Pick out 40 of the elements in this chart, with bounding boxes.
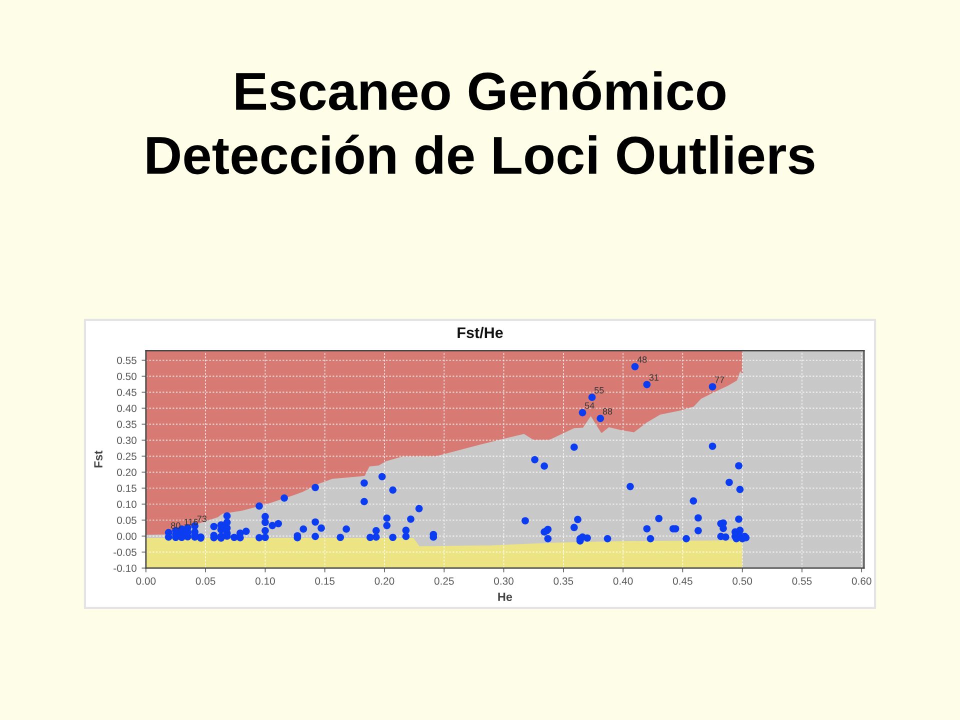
- y-tick-label: 0.20: [117, 468, 136, 476]
- x-tick-label: 0.60: [852, 577, 872, 585]
- y-tick-label: 0.45: [117, 388, 136, 396]
- x-tick-label: 0.10: [255, 577, 275, 585]
- x-tick-label: 0.20: [374, 577, 394, 585]
- annotation: 88: [602, 408, 612, 415]
- chart-title: Escaneo Genómico Detección de Loci Outliers: [147, 70, 814, 174]
- x-tick-label: 0.30: [494, 577, 514, 585]
- y-tick-label: 0.10: [117, 500, 136, 508]
- x-tick-label: 0.00: [136, 577, 156, 585]
- y-tick-label: -0.05: [114, 548, 136, 556]
- y-tick-label: 0.35: [117, 420, 136, 428]
- annotation: 48: [637, 356, 647, 363]
- y-tick-label: 0.55: [117, 356, 136, 364]
- y-tick-label: 0.05: [117, 516, 136, 524]
- annotation: 31: [649, 374, 659, 381]
- x-axis-title: He: [498, 592, 512, 602]
- annotation: 80: [171, 522, 180, 529]
- y-tick-label: 0.00: [117, 532, 136, 540]
- x-tick-label: 0.45: [672, 577, 692, 585]
- y-tick-label: 0.25: [117, 452, 136, 460]
- y-tick-label: 0.15: [117, 484, 136, 492]
- chart-subtitle: Fst/He: [458, 326, 503, 338]
- x-tick-label: 0.05: [196, 577, 216, 585]
- y-tick-label: 0.50: [117, 372, 136, 380]
- y-tick-label: 0.40: [117, 404, 136, 412]
- y-axis-title: Fst: [94, 450, 102, 468]
- x-tick-label: 0.40: [613, 577, 633, 585]
- x-tick-label: 0.35: [554, 577, 574, 585]
- annotation: 55: [594, 387, 604, 394]
- annotation: 73: [197, 516, 207, 522]
- annotation: 54: [584, 402, 594, 409]
- y-tick-label: -0.10: [114, 564, 136, 572]
- x-tick-label: 0.55: [792, 577, 812, 585]
- annotation: 116: [184, 518, 198, 526]
- x-tick-label: 0.50: [732, 577, 752, 585]
- x-tick-label: 0.15: [315, 577, 335, 585]
- annotation: 77: [715, 376, 724, 383]
- x-tick-label: 0.25: [434, 577, 454, 585]
- y-tick-label: 0.30: [117, 436, 136, 444]
